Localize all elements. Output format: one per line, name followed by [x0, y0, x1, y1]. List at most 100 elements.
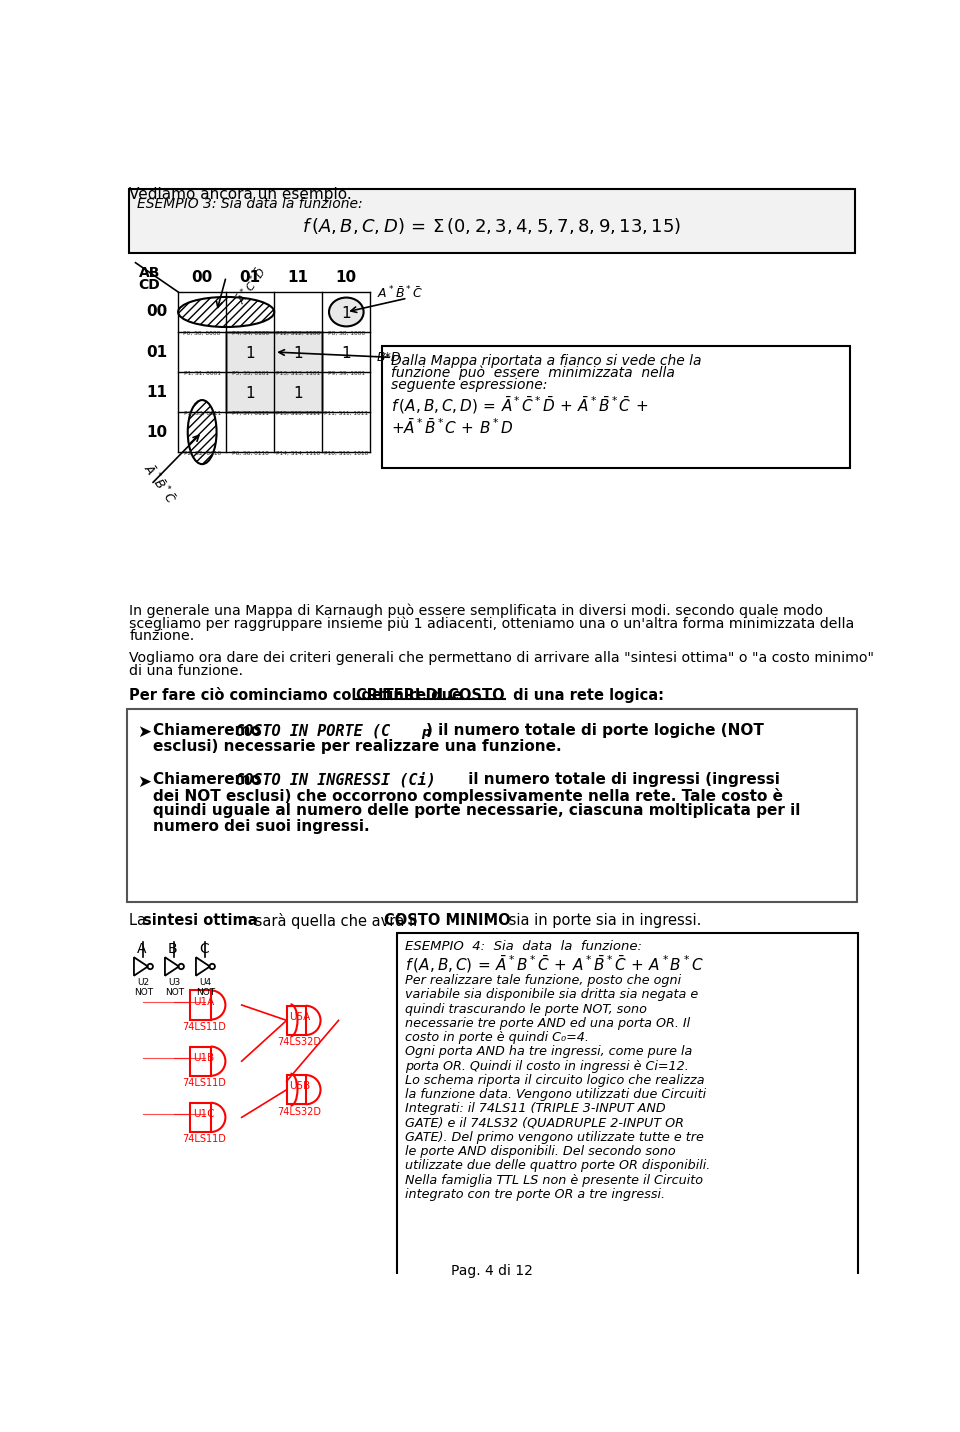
Text: U1B: U1B [194, 1053, 215, 1063]
Text: P13, S13, 1101: P13, S13, 1101 [276, 371, 321, 375]
Bar [287, 1075, 306, 1104]
Text: quindi trascurando le porte NOT, sono: quindi trascurando le porte NOT, sono [405, 1002, 647, 1015]
Text: P7, S7, 0111: P7, S7, 0111 [231, 411, 269, 415]
Text: A: A [137, 942, 147, 955]
Text: porta OR. Quindi il costo in ingressi è Ci=12.: porta OR. Quindi il costo in ingressi è … [405, 1060, 689, 1073]
Text: $\bar{A}^*\bar{B}^*\bar{C}$: $\bar{A}^*\bar{B}^*\bar{C}$ [139, 461, 179, 507]
Text: variabile sia disponibile sia dritta sia negata e: variabile sia disponibile sia dritta sia… [405, 988, 699, 1001]
Text: P9, S9, 1001: P9, S9, 1001 [327, 371, 365, 375]
FancyBboxPatch shape [127, 709, 857, 902]
Text: 74LS11D: 74LS11D [182, 1078, 226, 1088]
Text: P5, S5, 0101: P5, S5, 0101 [231, 371, 269, 375]
Text: scegliamo per raggruppare insieme più 1 adiacenti, otteniamo una o un'altra form: scegliamo per raggruppare insieme più 1 … [130, 616, 854, 630]
Text: dei NOT esclusi) che occorrono complessivamente nella rete. Tale costo è: dei NOT esclusi) che occorrono complessi… [153, 788, 782, 803]
Text: Dalla Mappa riportata a fianco si vede che la: Dalla Mappa riportata a fianco si vede c… [392, 354, 702, 368]
Text: 1: 1 [294, 387, 303, 401]
Text: utilizzate due delle quattro porte OR disponibili.: utilizzate due delle quattro porte OR di… [405, 1160, 710, 1173]
Text: sintesi ottima: sintesi ottima [143, 914, 258, 928]
Text: U1A: U1A [194, 997, 215, 1007]
Text: CRITERI DI COSTO: CRITERI DI COSTO [356, 687, 505, 703]
Text: C: C [199, 942, 209, 955]
Bar [287, 1005, 306, 1035]
Text: P1, S1, 0001: P1, S1, 0001 [183, 371, 221, 375]
Text: funzione  può  essere  minimizzata  nella: funzione può essere minimizzata nella [392, 367, 675, 381]
Text: 74LS32D: 74LS32D [277, 1037, 322, 1047]
Text: U4
NOT: U4 NOT [196, 978, 215, 998]
Text: U5B: U5B [289, 1081, 310, 1091]
Text: Ogni porta AND ha tre ingressi, come pure la: Ogni porta AND ha tre ingressi, come pur… [405, 1045, 692, 1058]
Bar [190, 1103, 210, 1133]
Text: il numero totale di ingressi (ingressi: il numero totale di ingressi (ingressi [463, 772, 780, 788]
Text: 11: 11 [146, 385, 167, 400]
Text: P0, S0, 0000: P0, S0, 0000 [183, 331, 221, 335]
Text: U2
NOT: U2 NOT [133, 978, 153, 998]
Text: CD: CD [138, 278, 160, 292]
Text: 10: 10 [336, 271, 357, 285]
Text: 74LS11D: 74LS11D [182, 1134, 226, 1144]
Text: quindi uguale al numero delle porte necessarie, ciascuna moltiplicata per il: quindi uguale al numero delle porte nece… [153, 803, 800, 818]
Text: 1: 1 [246, 347, 255, 361]
Bar [227, 332, 323, 412]
Text: integrato con tre porte OR a tre ingressi.: integrato con tre porte OR a tre ingress… [405, 1189, 665, 1201]
Text: Integrati: il 74LS11 (TRIPLE 3-INPUT AND: Integrati: il 74LS11 (TRIPLE 3-INPUT AND [405, 1103, 666, 1116]
FancyBboxPatch shape [382, 347, 850, 468]
Text: ➤: ➤ [137, 772, 151, 790]
Text: 74LS11D: 74LS11D [182, 1022, 226, 1032]
Text: P10, S10, 1010: P10, S10, 1010 [324, 451, 369, 455]
Text: 00: 00 [146, 305, 167, 319]
Text: Lo schema riporta il circuito logico che realizza: Lo schema riporta il circuito logico che… [405, 1074, 705, 1087]
Text: funzione.: funzione. [130, 629, 195, 643]
Text: $f\,(A,B,C,D)\,=\,\bar{A}^*\bar{C}^*\bar{D}\,+\,\bar{A}^*\bar{B}^*\bar{C}\,+$: $f\,(A,B,C,D)\,=\,\bar{A}^*\bar{C}^*\bar… [392, 395, 648, 417]
Text: P4, S4, 0100: P4, S4, 0100 [231, 331, 269, 335]
Bar [190, 991, 210, 1020]
Text: sarà quella che avrà il: sarà quella che avrà il [251, 914, 422, 929]
Text: le porte AND disponibili. Del secondo sono: le porte AND disponibili. Del secondo so… [405, 1146, 676, 1158]
Text: P6, S6, 0110: P6, S6, 0110 [231, 451, 269, 455]
Text: $A^*\bar{B}^*\bar{C}$: $A^*\bar{B}^*\bar{C}$ [376, 286, 422, 302]
Text: Pag. 4 di 12: Pag. 4 di 12 [451, 1263, 533, 1277]
Text: 01: 01 [240, 271, 261, 285]
Text: B*D: B*D [376, 351, 401, 364]
Text: 01: 01 [146, 345, 167, 359]
Text: di una funzione.: di una funzione. [130, 664, 243, 677]
Text: numero dei suoi ingressi.: numero dei suoi ingressi. [153, 819, 370, 833]
FancyBboxPatch shape [397, 932, 858, 1343]
Text: ESEMPIO 3: Sia data la funzione:: ESEMPIO 3: Sia data la funzione: [137, 198, 363, 212]
Text: 1: 1 [294, 347, 303, 361]
Text: P15, S15, 1111: P15, S15, 1111 [276, 411, 321, 415]
Text: P3, S3, 0011: P3, S3, 0011 [183, 411, 221, 415]
Text: Per realizzare tale funzione, posto che ogni: Per realizzare tale funzione, posto che … [405, 974, 682, 987]
Text: di una rete logica:: di una rete logica: [508, 687, 663, 703]
Text: In generale una Mappa di Karnaugh può essere semplificata in diversi modi. secon: In generale una Mappa di Karnaugh può es… [130, 603, 824, 617]
Text: P8, S8, 1000: P8, S8, 1000 [327, 331, 365, 335]
Text: COSTO MINIMO: COSTO MINIMO [383, 914, 510, 928]
Bar [190, 1047, 210, 1075]
Text: 11: 11 [288, 271, 309, 285]
Text: Chiameremo: Chiameremo [153, 723, 266, 737]
Text: Nella famiglia TTL LS non è presente il Circuito: Nella famiglia TTL LS non è presente il … [405, 1174, 703, 1187]
Text: COSTO IN INGRESSI (Ci): COSTO IN INGRESSI (Ci) [234, 772, 436, 788]
Text: $+\bar{A}^*\bar{B}^*C\,+\,B^*D$: $+\bar{A}^*\bar{B}^*C\,+\,B^*D$ [392, 418, 514, 437]
Text: 1: 1 [342, 347, 351, 361]
Text: $f\,(A,B,C)\,=\,\bar{A}^*B^*\bar{C}\,+\,A^*\bar{B}^*\bar{C}\,+\,A^*B^*C$: $f\,(A,B,C)\,=\,\bar{A}^*B^*\bar{C}\,+\,… [405, 954, 705, 975]
Text: esclusi) necessarie per realizzare una funzione.: esclusi) necessarie per realizzare una f… [153, 739, 562, 753]
Text: U1C: U1C [193, 1108, 215, 1118]
Text: 1: 1 [246, 387, 255, 401]
Text: seguente espressione:: seguente espressione: [392, 378, 547, 392]
Text: AB: AB [138, 266, 160, 279]
Text: 1: 1 [342, 306, 351, 321]
Text: $\bar{A}^*C^*\bar{D}$: $\bar{A}^*C^*\bar{D}$ [232, 265, 270, 308]
Text: la funzione data. Vengono utilizzati due Circuiti: la funzione data. Vengono utilizzati due… [405, 1088, 707, 1101]
Text: P14, S14, 1110: P14, S14, 1110 [276, 451, 321, 455]
Text: U5A: U5A [289, 1012, 310, 1022]
Text: GATE) e il 74LS32 (QUADRUPLE 2-INPUT OR: GATE) e il 74LS32 (QUADRUPLE 2-INPUT OR [405, 1117, 684, 1130]
Text: Vogliamo ora dare dei criteri generali che permettano di arrivare alla "sintesi : Vogliamo ora dare dei criteri generali c… [130, 650, 875, 664]
FancyBboxPatch shape [129, 189, 855, 253]
Text: sia in porte sia in ingressi.: sia in porte sia in ingressi. [504, 914, 701, 928]
Text: P11, S11, 1011: P11, S11, 1011 [324, 411, 369, 415]
Text: necessarie tre porte AND ed una porta OR. Il: necessarie tre porte AND ed una porta OR… [405, 1017, 690, 1030]
Text: ➤: ➤ [137, 723, 151, 742]
Text: Vediamo ancora un esempio.: Vediamo ancora un esempio. [130, 188, 352, 202]
Text: 74LS32D: 74LS32D [277, 1107, 322, 1117]
Ellipse shape [329, 298, 364, 326]
